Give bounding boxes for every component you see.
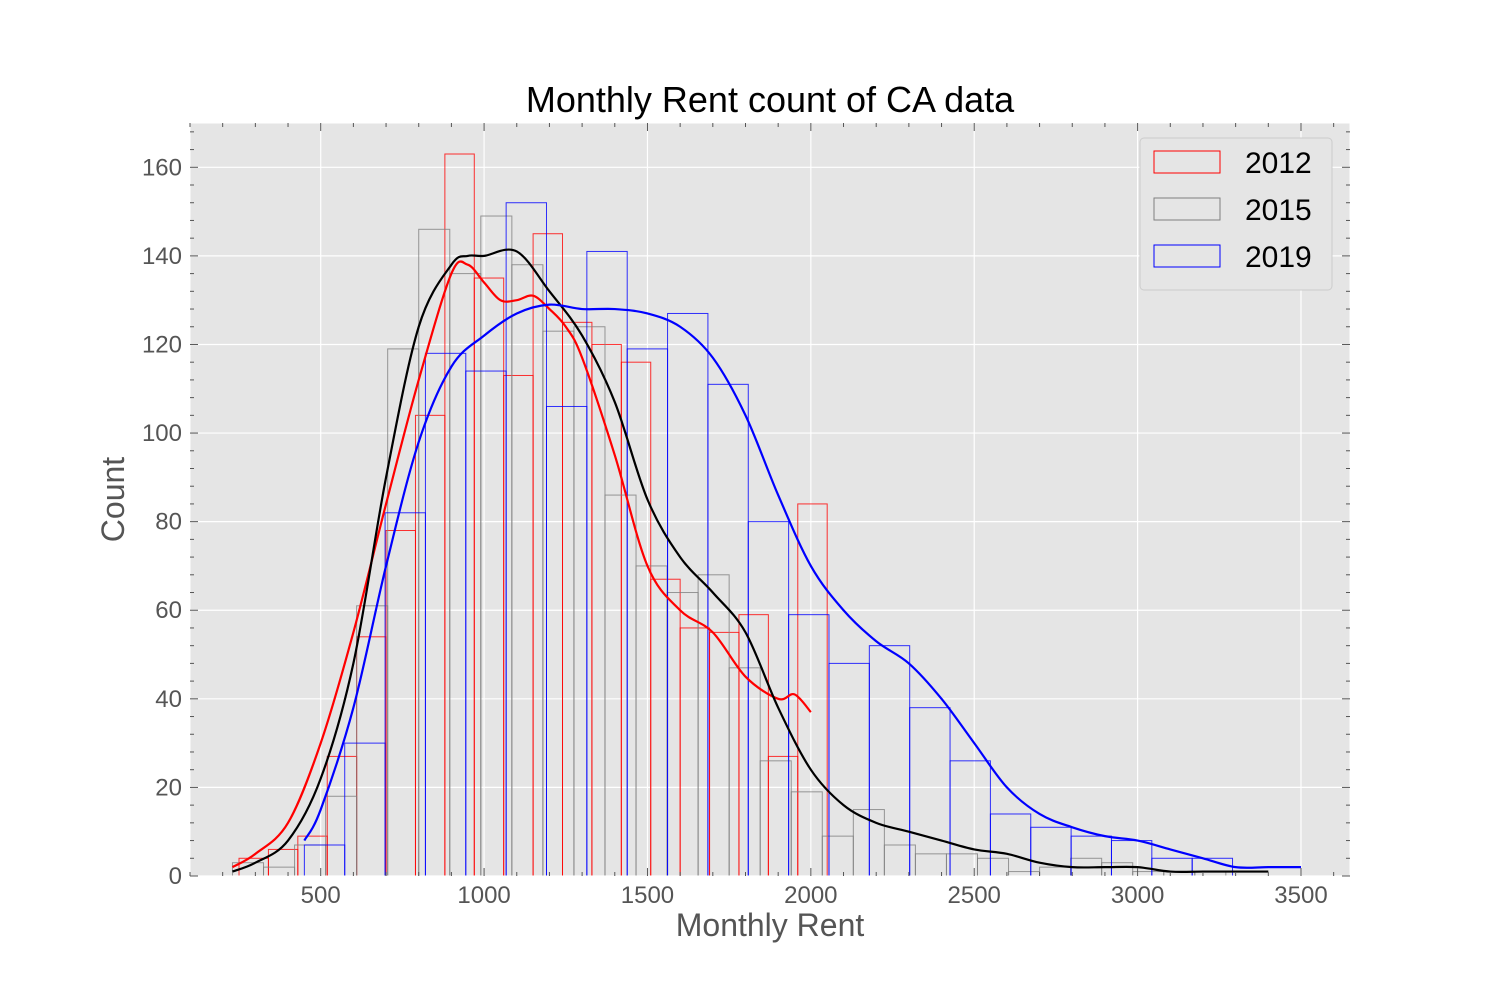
legend-swatch-2012 <box>1153 150 1221 174</box>
legend-label-2012: 2012 <box>1245 147 1312 180</box>
y-axis-label: Count <box>95 457 131 543</box>
legend-label-2015: 2015 <box>1245 194 1312 227</box>
legend-label-2019: 2019 <box>1245 241 1312 274</box>
legend: 2012 2015 2019 <box>1139 137 1333 291</box>
plot-border <box>189 122 1351 877</box>
legend-box <box>1139 137 1333 291</box>
kde-line-2015 <box>232 248 1269 873</box>
legend-swatch-2019 <box>1153 244 1221 268</box>
x-tick-label: 1500 <box>621 882 674 909</box>
y-tick-label: 80 <box>155 509 182 536</box>
kde-curves <box>231 248 1301 873</box>
tick-labels: 500 1000 1500 2000 2500 3000 3500 0 20 40 60 80 100 1… <box>142 154 1328 909</box>
legend-swatch-2015 <box>1153 197 1221 221</box>
y-tick-label: 120 <box>142 331 182 358</box>
x-tick-label: 1000 <box>457 882 510 909</box>
x-axis-label: Monthly Rent <box>676 907 865 943</box>
kde-line-2019 <box>303 303 1301 869</box>
y-tick-label: 40 <box>155 686 182 713</box>
x-tick-label: 500 <box>301 882 341 909</box>
y-tick-label: 0 <box>169 863 182 890</box>
y-tick-label: 160 <box>142 154 182 181</box>
y-tick-label: 60 <box>155 597 182 624</box>
y-tick-label: 100 <box>142 420 182 447</box>
y-tick-label: 140 <box>142 243 182 270</box>
x-tick-label: 3500 <box>1274 882 1327 909</box>
x-tick-label: 2000 <box>784 882 837 909</box>
x-tick-label: 3000 <box>1111 882 1164 909</box>
x-tick-label: 2500 <box>948 882 1001 909</box>
axis-ticks <box>189 122 1351 877</box>
kde-line-2012 <box>231 260 812 869</box>
chart-title: Monthly Rent count of CA data <box>526 79 1015 120</box>
y-tick-label: 20 <box>155 774 182 801</box>
